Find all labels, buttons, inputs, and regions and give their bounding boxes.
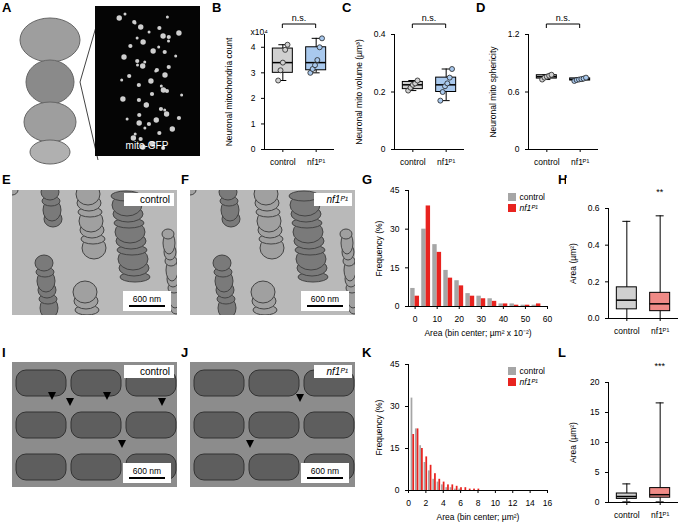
svg-text:0.6: 0.6 bbox=[508, 87, 520, 97]
svg-text:10: 10 bbox=[432, 314, 442, 324]
svg-text:nf1ᴾ¹: nf1ᴾ¹ bbox=[307, 157, 325, 167]
html-text:C: C bbox=[342, 0, 352, 15]
html-text:nf1ᴾ¹: nf1ᴾ¹ bbox=[519, 203, 538, 213]
svg-text:x10⁴: x10⁴ bbox=[251, 27, 269, 37]
svg-text:0: 0 bbox=[595, 497, 600, 507]
svg-text:control: control bbox=[614, 510, 640, 520]
svg-text:60: 60 bbox=[543, 314, 553, 324]
svg-text:***: *** bbox=[654, 361, 665, 371]
svg-text:45: 45 bbox=[390, 185, 400, 195]
svg-text:6: 6 bbox=[458, 498, 463, 508]
svg-text:2: 2 bbox=[251, 93, 256, 103]
svg-text:nf1ᴾ¹: nf1ᴾ¹ bbox=[437, 157, 455, 167]
svg-text:1: 1 bbox=[251, 119, 256, 129]
html-text:D: D bbox=[476, 0, 486, 15]
html-text:F: F bbox=[181, 172, 189, 187]
svg-text:2: 2 bbox=[424, 498, 429, 508]
svg-text:control: control bbox=[270, 157, 296, 167]
svg-text:50: 50 bbox=[521, 314, 531, 324]
svg-text:15: 15 bbox=[390, 443, 400, 453]
svg-text:20: 20 bbox=[455, 314, 465, 324]
svg-text:nf1ᴾ¹: nf1ᴾ¹ bbox=[326, 366, 348, 377]
svg-text:Frequency (%): Frequency (%) bbox=[374, 399, 384, 455]
svg-text:control: control bbox=[140, 366, 170, 377]
svg-text:n.s.: n.s. bbox=[556, 13, 571, 23]
svg-text:0: 0 bbox=[395, 301, 400, 311]
svg-text:0: 0 bbox=[381, 144, 386, 154]
svg-text:20: 20 bbox=[590, 377, 600, 387]
svg-text:Area (bin center; µm²): Area (bin center; µm²) bbox=[437, 512, 520, 522]
svg-text:15: 15 bbox=[390, 263, 400, 273]
html-text:nf1ᴾ¹: nf1ᴾ¹ bbox=[519, 377, 538, 387]
svg-text:3: 3 bbox=[251, 68, 256, 78]
html-text:E: E bbox=[2, 172, 11, 187]
svg-text:0.4: 0.4 bbox=[374, 29, 386, 39]
svg-text:12: 12 bbox=[508, 498, 518, 508]
svg-text:0.2: 0.2 bbox=[374, 87, 386, 97]
svg-text:control: control bbox=[614, 326, 640, 336]
svg-text:Neuronal mito volume (µm³): Neuronal mito volume (µm³) bbox=[354, 39, 364, 145]
svg-text:0: 0 bbox=[413, 314, 418, 324]
svg-text:30: 30 bbox=[477, 314, 487, 324]
svg-text:Neuronal mitochondria count: Neuronal mitochondria count bbox=[224, 37, 234, 146]
html-text:J: J bbox=[181, 345, 189, 360]
svg-text:0: 0 bbox=[251, 144, 256, 154]
svg-text:0: 0 bbox=[395, 485, 400, 495]
svg-text:0.2: 0.2 bbox=[588, 277, 600, 287]
svg-text:nf1ᴾ¹: nf1ᴾ¹ bbox=[326, 194, 348, 205]
svg-text:1.2: 1.2 bbox=[508, 29, 520, 39]
svg-text:40: 40 bbox=[499, 314, 509, 324]
html-text:B: B bbox=[212, 0, 222, 15]
svg-text:16: 16 bbox=[543, 498, 553, 508]
svg-text:control: control bbox=[140, 194, 170, 205]
svg-text:n.s.: n.s. bbox=[292, 13, 307, 23]
html-text:I: I bbox=[2, 345, 6, 360]
svg-text:nf1ᴾ¹: nf1ᴾ¹ bbox=[571, 157, 589, 167]
html-text:K: K bbox=[362, 345, 372, 360]
svg-text:Neuronal mito sphericity: Neuronal mito sphericity bbox=[488, 46, 498, 138]
svg-text:600 nm: 600 nm bbox=[311, 294, 339, 304]
svg-text:Area (µm²): Area (µm²) bbox=[568, 243, 578, 284]
html-text:L: L bbox=[558, 345, 566, 360]
svg-text:0.4: 0.4 bbox=[588, 240, 600, 250]
svg-text:Area (bin center; µm² x 10⁻²): Area (bin center; µm² x 10⁻²) bbox=[424, 328, 531, 338]
svg-text:600 nm: 600 nm bbox=[133, 466, 161, 476]
svg-text:30: 30 bbox=[390, 224, 400, 234]
svg-text:4: 4 bbox=[441, 498, 446, 508]
svg-text:control: control bbox=[400, 157, 426, 167]
svg-text:0.6: 0.6 bbox=[588, 203, 600, 213]
svg-text:4: 4 bbox=[251, 42, 256, 52]
html-text:control: control bbox=[519, 366, 545, 376]
svg-text:Area (µm²): Area (µm²) bbox=[568, 422, 578, 463]
svg-text:14: 14 bbox=[525, 498, 535, 508]
svg-text:8: 8 bbox=[476, 498, 481, 508]
svg-text:0: 0 bbox=[515, 144, 520, 154]
svg-text:10: 10 bbox=[491, 498, 501, 508]
svg-text:mito-GFP: mito-GFP bbox=[126, 140, 169, 151]
svg-text:Frequency (%): Frequency (%) bbox=[374, 220, 384, 276]
svg-text:nf1ᴾ¹: nf1ᴾ¹ bbox=[651, 510, 669, 520]
svg-text:45: 45 bbox=[390, 359, 400, 369]
html-text:control: control bbox=[519, 192, 545, 202]
svg-text:5: 5 bbox=[595, 467, 600, 477]
svg-text:600 nm: 600 nm bbox=[133, 294, 161, 304]
svg-text:control: control bbox=[534, 157, 560, 167]
html-text:G: G bbox=[362, 172, 373, 187]
svg-text:**: ** bbox=[656, 187, 664, 197]
html-text:A: A bbox=[2, 0, 12, 15]
svg-text:n.s.: n.s. bbox=[422, 13, 437, 23]
svg-text:600 nm: 600 nm bbox=[311, 466, 339, 476]
svg-text:nf1ᴾ¹: nf1ᴾ¹ bbox=[651, 326, 669, 336]
svg-text:15: 15 bbox=[590, 407, 600, 417]
html-text:H: H bbox=[558, 172, 568, 187]
svg-text:10: 10 bbox=[590, 437, 600, 447]
svg-text:0.0: 0.0 bbox=[588, 313, 600, 323]
svg-text:0: 0 bbox=[406, 498, 411, 508]
svg-text:30: 30 bbox=[390, 401, 400, 411]
